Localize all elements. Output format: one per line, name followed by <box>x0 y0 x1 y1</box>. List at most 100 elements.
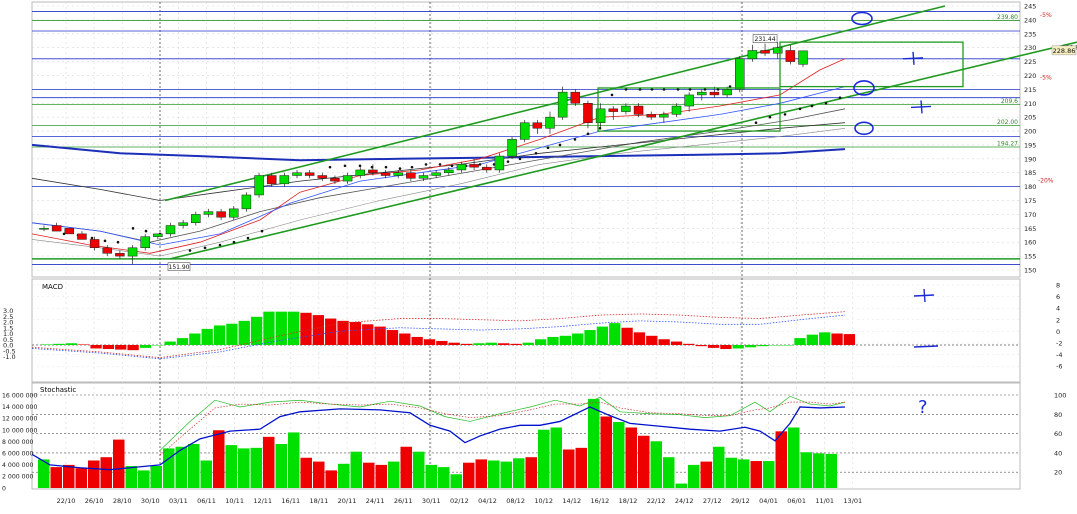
macd-bar <box>535 339 547 345</box>
macd-left-tick: -0.5 <box>3 347 16 355</box>
macd-bar <box>189 333 201 345</box>
sar-dot <box>586 132 590 136</box>
x-tick-label: 30/10 <box>141 497 160 505</box>
macd-panel <box>31 278 1021 383</box>
stoch-right-tick: 40 <box>1054 449 1062 457</box>
x-tick-label: 22/12 <box>647 497 666 505</box>
candle-body <box>51 225 62 232</box>
annotation-ellipse <box>851 11 873 26</box>
x-tick-label: 18/11 <box>310 497 329 505</box>
price-tick-label: 185 <box>1024 169 1036 177</box>
macd-left-tick: 2.0 <box>3 319 13 327</box>
volume-bar <box>775 431 787 488</box>
sar-dot <box>398 167 402 170</box>
sar-dot <box>610 93 614 97</box>
sar-dot <box>116 240 120 244</box>
candle-body <box>747 50 758 60</box>
volume-bar <box>325 470 337 488</box>
volume-bar <box>175 446 187 488</box>
volume-bar <box>225 445 237 488</box>
sar-dot <box>518 157 522 161</box>
annotation-dash <box>913 345 939 348</box>
x-tick-label: 24/11 <box>366 497 385 505</box>
sar-dot <box>638 88 642 91</box>
sar-dot <box>103 239 107 243</box>
volume-bar <box>113 439 125 488</box>
volume-bar <box>750 461 762 488</box>
candle-body <box>621 105 631 112</box>
macd-bar <box>522 342 534 345</box>
volume-bar <box>575 447 587 488</box>
candle-body <box>709 91 720 96</box>
sar-dot <box>783 113 787 116</box>
last-price-label: 228.86 <box>1053 47 1076 55</box>
volume-bar <box>75 468 87 488</box>
sar-dot <box>328 165 332 169</box>
macd-bar <box>337 320 349 345</box>
macd-bar <box>288 311 300 345</box>
sar-dot <box>188 249 192 252</box>
macd-bar <box>547 336 559 345</box>
macd-right-tick: 0 <box>1056 328 1060 336</box>
volume-bar <box>425 464 437 488</box>
volume-bar <box>475 459 487 488</box>
candle-body <box>191 214 201 224</box>
stoch-right-tick: 60 <box>1054 430 1062 438</box>
volume-bar <box>213 430 225 488</box>
x-tick-label: 10/11 <box>225 497 244 505</box>
sar-dot <box>358 164 362 168</box>
candle-body <box>380 172 391 176</box>
x-tick-label: 04/12 <box>478 497 497 505</box>
volume-bar <box>163 448 175 488</box>
candle-body <box>545 116 555 129</box>
candle-body <box>785 50 796 62</box>
price-tick-label: 215 <box>1024 86 1036 94</box>
volume-bar <box>625 427 637 488</box>
volume-bar <box>138 470 150 488</box>
ma-red <box>31 58 846 254</box>
macd-bar <box>609 323 621 345</box>
macd-bar <box>411 336 423 345</box>
volume-bar <box>413 451 425 488</box>
candles-layer <box>39 42 808 265</box>
macd-signal-red <box>31 311 846 359</box>
price-tick-label: 210 <box>1024 100 1036 108</box>
stochastic-title: Stochastic <box>40 386 76 394</box>
macd-bar <box>707 345 720 348</box>
macd-bar <box>423 339 436 345</box>
macd-left-tick: 1.5 <box>3 324 13 332</box>
price-tick-label: 235 <box>1024 30 1036 38</box>
volume-bar <box>663 457 675 488</box>
macd-bar <box>213 325 226 345</box>
candle-body <box>431 172 441 176</box>
volume-left-tick: 8 000 000 <box>2 439 34 446</box>
candle-body <box>469 164 479 168</box>
percent-label: -5% <box>1040 75 1052 82</box>
price-tick-label: 240 <box>1024 16 1036 24</box>
x-tick-label: 11/01 <box>815 497 834 505</box>
candle-body <box>342 175 353 182</box>
sar-dot <box>384 165 388 169</box>
volume-bar <box>613 422 625 488</box>
candle-body <box>229 208 239 218</box>
macd-bar <box>596 326 609 345</box>
sar-dot <box>450 164 454 168</box>
candle-body <box>557 91 568 118</box>
macd-bar <box>646 335 658 345</box>
x-tick-label: 27/12 <box>703 497 722 505</box>
candle-body <box>89 239 100 249</box>
annotation-ellipse <box>854 121 874 136</box>
macd-bar <box>349 322 362 345</box>
macd-bar <box>831 333 843 345</box>
volume-bar <box>400 446 412 488</box>
volume-bar <box>450 474 462 488</box>
macd-right-tick: 6 <box>1056 293 1060 301</box>
macd-bar <box>115 345 127 350</box>
x-tick-label: 22/10 <box>57 497 76 505</box>
candle-body <box>444 169 454 173</box>
sar-dot <box>534 151 538 155</box>
macd-bar <box>152 345 164 346</box>
price-tick-label: 150 <box>1024 267 1036 275</box>
sar-dot <box>260 229 264 233</box>
